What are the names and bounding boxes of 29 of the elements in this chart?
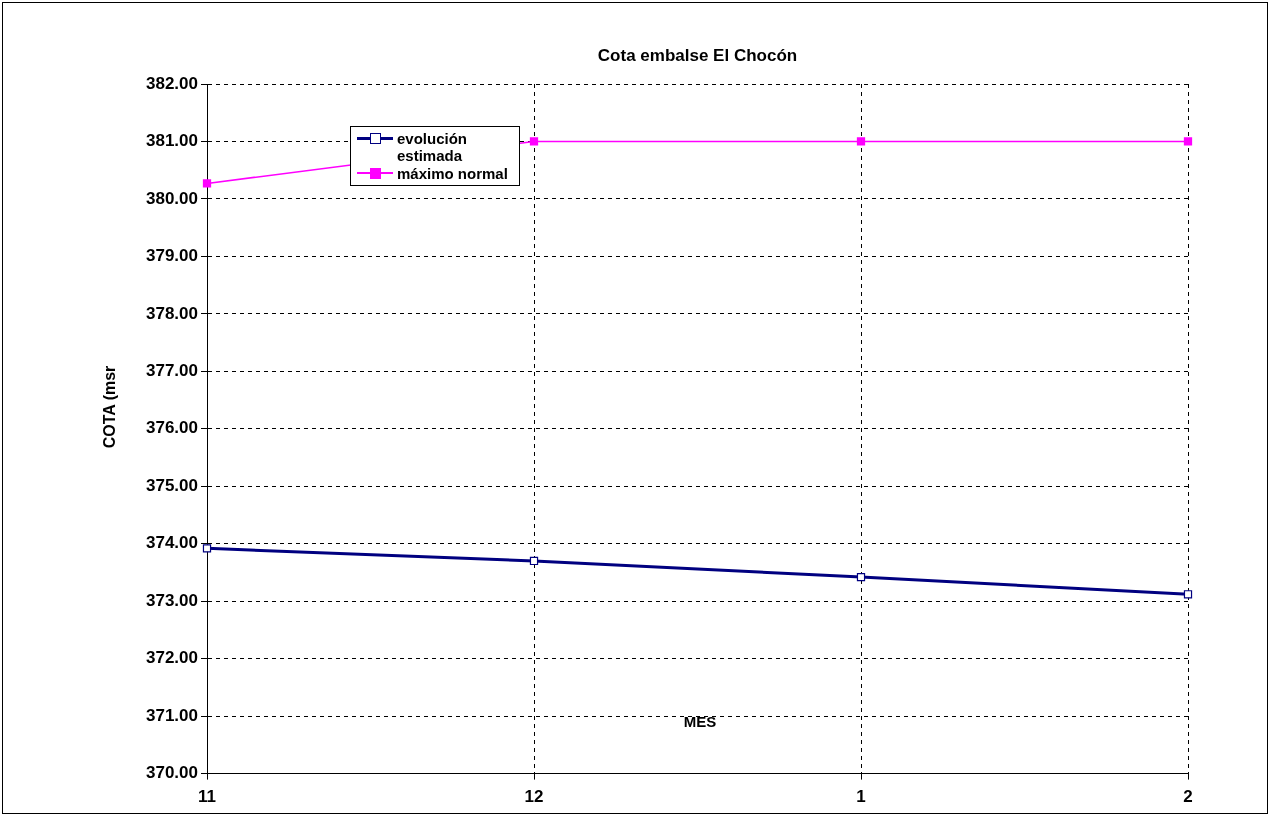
y-tick-label: 377.00 — [146, 361, 198, 381]
y-tick-label: 379.00 — [146, 246, 198, 266]
y-tick-label: 376.00 — [146, 418, 198, 438]
x-tick-label: 2 — [1183, 787, 1193, 807]
y-tick-label: 371.00 — [146, 705, 198, 725]
point — [1183, 590, 1193, 599]
point — [1183, 137, 1193, 146]
point — [202, 179, 212, 188]
point — [856, 572, 866, 582]
y-tick-label: 372.00 — [146, 648, 198, 668]
y-tick-label: 380.00 — [146, 188, 198, 208]
chart-title: Cota embalse El Chocón — [596, 46, 799, 66]
x-tick-label: 12 — [524, 787, 544, 807]
point — [529, 137, 539, 146]
x-tick-label: 1 — [856, 787, 866, 807]
point — [202, 544, 212, 553]
y-axis-title: COTA (msr — [101, 365, 119, 449]
y-tick-label: 373.00 — [146, 590, 198, 610]
point — [529, 556, 539, 566]
y-tick-label: 378.00 — [146, 303, 198, 323]
x-axis-title: MES — [682, 713, 718, 730]
point — [856, 137, 866, 146]
y-tick-label: 382.00 — [146, 73, 198, 93]
y-tick-label: 375.00 — [146, 475, 198, 495]
x-tick-label: 11 — [198, 787, 216, 807]
y-tick-label: 381.00 — [146, 131, 198, 151]
y-tick-label: 374.00 — [146, 533, 198, 553]
y-tick-label: 370.00 — [146, 763, 198, 783]
legend-label: máximo normal — [397, 165, 508, 182]
